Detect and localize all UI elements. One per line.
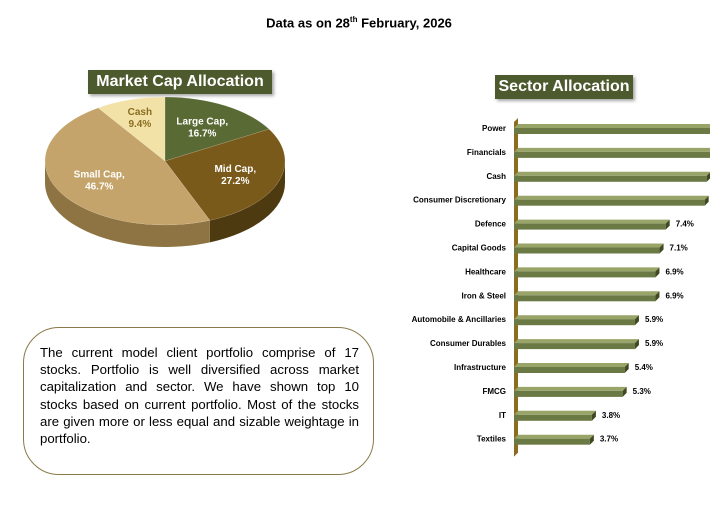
bar-end-8 [634,315,639,326]
bar-top-7 [514,291,660,296]
data-date-header: Data as on 28th February, 2026 [266,15,452,31]
sector-chart-title: Sector Allocation [495,75,633,99]
bar-end-3 [704,195,709,206]
bar-13 [514,438,590,445]
bar-4 [514,223,666,230]
bar-8 [514,319,635,326]
bar-end-7 [655,291,660,302]
bar-11 [514,390,623,397]
bar-3 [514,199,705,206]
pie-label-1: Mid Cap, 27.2% [214,164,256,187]
bar-top-10 [514,363,629,367]
pie-label-3: Cash 9.4% [128,107,152,130]
bar-value-label-13: 3.7% [600,435,618,444]
bar-category-label-4: Defence [475,220,507,229]
pie-slice-0 [164,96,270,162]
bar-end-2 [706,172,710,182]
pie-slice-3 [97,96,166,162]
bar-end-6 [655,267,660,278]
bar-top-3 [514,195,709,200]
bar-category-label-12: IT [499,411,506,420]
bar-category-label-3: Consumer Discretionary [413,196,506,205]
bar-category-label-7: Iron & Steel [462,291,506,300]
bar-top-6 [514,267,660,272]
bar-9 [514,343,635,350]
market-cap-chart-title: Market Cap Allocation [88,70,272,94]
pie-slice-side-2 [45,161,210,248]
bar-top-4 [514,219,670,224]
bar-value-label-11: 5.3% [633,387,651,396]
sector-bar-chart: Power12.4%Financials10.6%Cash9.4%Consume… [412,118,710,457]
pie-label-0: Large Cap, 16.7% [176,117,228,140]
bar-category-label-5: Capital Goods [452,244,507,253]
bar-value-label-4: 7.4% [676,220,694,229]
pie-slice-1 [164,128,286,221]
bar-category-label-1: Financials [467,148,507,157]
bar-6 [514,271,656,278]
bar-top-9 [514,339,639,344]
bar-top-5 [514,243,664,248]
bar-category-label-13: Textiles [477,435,507,444]
bar-top-11 [514,386,627,391]
bar-category-label-6: Healthcare [465,267,506,276]
bar-end-9 [634,339,639,350]
bar-value-label-8: 5.9% [645,315,663,324]
portfolio-note: The current model client portfolio compr… [23,327,374,475]
pie-slice-side-1 [209,161,285,243]
bar-2 [514,175,707,182]
bar-category-label-9: Consumer Durables [430,339,507,348]
bar-category-label-0: Power [482,124,506,133]
bar-end-4 [665,219,670,230]
bar-12 [514,414,592,421]
bar-end-10 [624,363,629,373]
bar-category-label-2: Cash [486,172,506,181]
bar-top-0 [514,124,710,128]
bar-top-8 [514,315,639,320]
bar-value-label-5: 7.1% [670,244,688,253]
bar-end-11 [622,386,627,397]
bar-value-label-12: 3.8% [602,411,620,420]
bar-value-label-9: 5.9% [645,339,663,348]
bar-top-2 [514,171,710,176]
bar-7 [514,295,656,302]
bar-category-label-11: FMCG [482,387,506,396]
bar-top-13 [514,434,594,439]
bar-axis-wall [514,118,518,457]
bar-end-5 [659,243,664,254]
bar-5 [514,247,660,254]
bar-1 [514,151,710,158]
bar-top-1 [514,147,710,152]
bar-value-label-7: 6.9% [665,291,683,300]
bar-end-13 [589,434,594,445]
pie-slice-2 [44,107,211,226]
bar-end-12 [591,410,596,421]
bar-value-label-6: 6.9% [665,267,683,276]
bar-0 [514,128,710,134]
market-cap-pie-chart: Large Cap, 16.7% Mid Cap, 27.2% Small Cap, 46… [44,96,286,248]
pie-label-2: Small Cap, 46.7% [74,170,125,193]
bar-top-12 [514,410,596,415]
bar-value-label-10: 5.4% [635,363,653,372]
bar-10 [514,367,625,373]
bar-category-label-10: Infrastructure [454,363,507,372]
bar-category-label-8: Automobile & Ancillaries [412,315,507,324]
